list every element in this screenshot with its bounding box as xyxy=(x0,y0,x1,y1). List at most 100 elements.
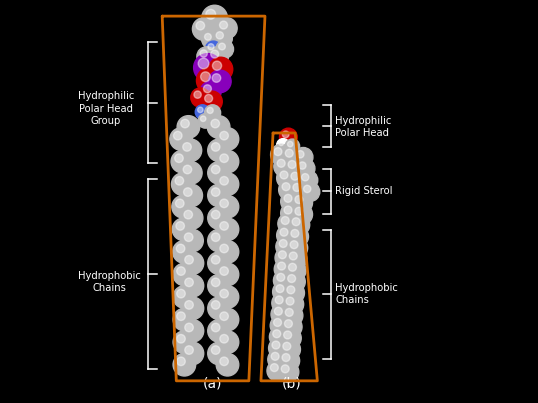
Circle shape xyxy=(212,74,221,82)
Circle shape xyxy=(216,150,239,173)
Circle shape xyxy=(211,165,220,174)
Circle shape xyxy=(204,33,211,40)
Circle shape xyxy=(288,160,296,168)
Circle shape xyxy=(278,262,286,270)
Circle shape xyxy=(282,305,303,326)
Circle shape xyxy=(277,225,298,246)
Circle shape xyxy=(216,263,239,286)
Circle shape xyxy=(289,180,310,201)
Circle shape xyxy=(296,151,304,158)
Circle shape xyxy=(292,218,300,226)
Circle shape xyxy=(211,188,220,196)
Circle shape xyxy=(211,50,218,58)
Circle shape xyxy=(194,54,222,82)
Circle shape xyxy=(211,210,220,219)
Circle shape xyxy=(288,263,296,271)
Circle shape xyxy=(289,252,297,260)
Circle shape xyxy=(211,323,220,332)
Circle shape xyxy=(211,278,220,287)
Circle shape xyxy=(200,116,206,121)
Circle shape xyxy=(276,285,284,293)
Circle shape xyxy=(184,210,193,219)
Circle shape xyxy=(176,267,185,275)
Circle shape xyxy=(173,286,196,308)
Circle shape xyxy=(208,139,230,162)
Circle shape xyxy=(271,304,292,325)
Circle shape xyxy=(180,207,203,229)
Circle shape xyxy=(295,195,303,204)
Circle shape xyxy=(181,229,203,252)
Circle shape xyxy=(176,289,185,298)
Circle shape xyxy=(270,315,291,336)
Circle shape xyxy=(172,173,194,195)
Circle shape xyxy=(285,157,306,178)
Circle shape xyxy=(208,320,230,342)
Circle shape xyxy=(279,128,297,146)
Circle shape xyxy=(285,149,293,157)
Circle shape xyxy=(181,320,204,342)
Circle shape xyxy=(220,199,229,208)
Circle shape xyxy=(195,105,210,119)
Circle shape xyxy=(283,342,291,350)
Circle shape xyxy=(273,318,281,326)
Circle shape xyxy=(270,364,278,372)
Circle shape xyxy=(275,247,296,268)
Circle shape xyxy=(181,274,204,297)
Circle shape xyxy=(208,207,230,229)
Circle shape xyxy=(286,297,294,305)
Circle shape xyxy=(300,182,320,202)
Circle shape xyxy=(220,312,229,320)
Circle shape xyxy=(183,188,192,196)
Circle shape xyxy=(282,146,303,167)
Circle shape xyxy=(287,237,308,258)
Circle shape xyxy=(299,170,318,190)
Circle shape xyxy=(181,119,189,128)
Circle shape xyxy=(216,18,237,39)
Circle shape xyxy=(278,213,299,234)
Circle shape xyxy=(208,252,230,274)
Circle shape xyxy=(220,357,229,366)
Circle shape xyxy=(299,162,306,169)
Circle shape xyxy=(204,105,221,121)
Text: Rigid Sterol: Rigid Sterol xyxy=(336,187,393,196)
Circle shape xyxy=(295,159,315,178)
Circle shape xyxy=(175,154,183,162)
Circle shape xyxy=(292,204,313,225)
Circle shape xyxy=(213,61,222,70)
Circle shape xyxy=(281,216,289,224)
Circle shape xyxy=(216,32,223,39)
Circle shape xyxy=(176,244,185,253)
Circle shape xyxy=(279,239,287,247)
Circle shape xyxy=(200,81,221,102)
Circle shape xyxy=(291,172,299,180)
Circle shape xyxy=(211,119,220,128)
Circle shape xyxy=(206,9,216,19)
Circle shape xyxy=(208,229,230,252)
Circle shape xyxy=(216,173,239,195)
Circle shape xyxy=(220,289,229,298)
Text: Hydrophilic
Polar Head
Group: Hydrophilic Polar Head Group xyxy=(77,91,134,126)
Circle shape xyxy=(273,281,294,302)
Circle shape xyxy=(281,365,289,373)
Circle shape xyxy=(286,249,307,270)
Circle shape xyxy=(216,331,239,353)
Circle shape xyxy=(220,334,229,343)
Circle shape xyxy=(267,360,288,381)
Circle shape xyxy=(191,88,210,107)
Circle shape xyxy=(287,226,308,247)
Circle shape xyxy=(218,43,225,50)
Circle shape xyxy=(206,41,222,57)
Circle shape xyxy=(213,29,232,48)
Circle shape xyxy=(208,162,230,184)
Circle shape xyxy=(282,294,303,315)
Circle shape xyxy=(216,128,239,150)
Circle shape xyxy=(216,218,239,241)
Circle shape xyxy=(281,203,302,224)
Circle shape xyxy=(173,263,196,286)
Circle shape xyxy=(280,171,288,179)
Circle shape xyxy=(211,233,220,241)
Circle shape xyxy=(268,349,289,370)
Circle shape xyxy=(181,342,204,365)
Circle shape xyxy=(180,184,202,207)
Circle shape xyxy=(288,274,295,283)
